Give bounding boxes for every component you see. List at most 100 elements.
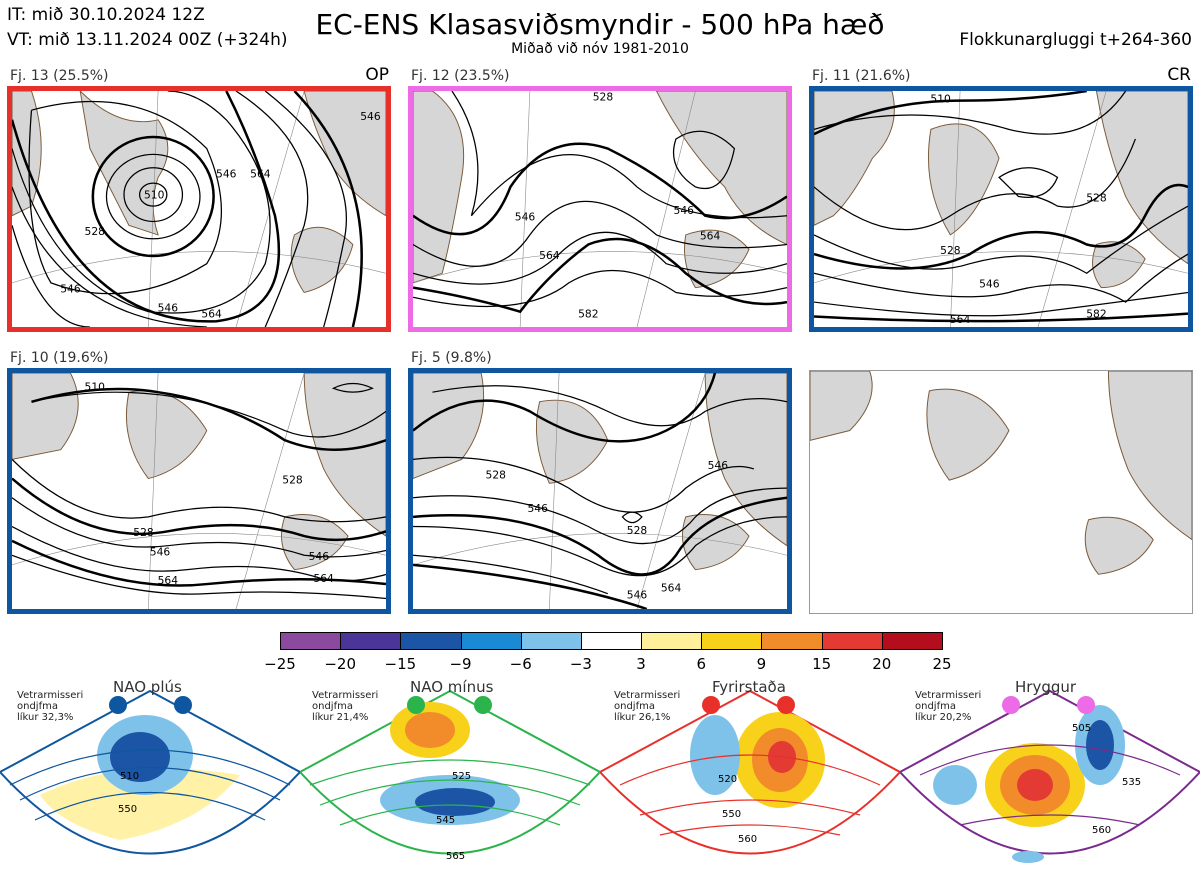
cluster-panel-3: Fj. 11 (21.6%) CR 510 bbox=[809, 65, 1193, 332]
anomaly-colorbar bbox=[280, 632, 943, 650]
cluster-panel-1: Fj. 13 (25.5%) OP bbox=[7, 65, 391, 332]
regime-contour-label: 560 bbox=[1092, 825, 1111, 836]
contour-label: 564 bbox=[539, 249, 560, 262]
regime-contour-label: 505 bbox=[1072, 723, 1091, 734]
regime-contour-label: 545 bbox=[436, 815, 455, 826]
contour-label: 528 bbox=[940, 244, 961, 257]
colorbar-tick-label: −9 bbox=[449, 655, 472, 673]
colorbar-tick-label: 3 bbox=[636, 655, 646, 673]
colorbar-segment bbox=[280, 632, 342, 650]
empty-base-map bbox=[809, 370, 1193, 614]
regime-map: 505 535 560 bbox=[900, 689, 1200, 863]
cluster-map: 510 528 528 546 564 546 564 bbox=[7, 368, 391, 614]
regime-name: NAO plús bbox=[113, 678, 182, 696]
page-title: EC-ENS Klasasviðsmyndir - 500 hPa hæð bbox=[315, 8, 885, 41]
contour-label: 546 bbox=[515, 211, 536, 224]
contour-label: 510 bbox=[144, 189, 165, 202]
regime-contour-label: 550 bbox=[722, 809, 741, 820]
cluster-label: Fj. 13 (25.5%) bbox=[10, 68, 109, 84]
contour-label: 564 bbox=[950, 313, 971, 326]
contour-map: 528 546 528 546 564 546 bbox=[413, 373, 787, 609]
valid-time: VT: mið 13.11.2024 00Z (+324h) bbox=[7, 30, 288, 50]
colorbar-tick-label: −20 bbox=[324, 655, 356, 673]
colorbar-segment bbox=[881, 632, 943, 650]
colorbar-tick-label: 9 bbox=[756, 655, 767, 673]
colorbar-tick-label: −15 bbox=[384, 655, 417, 673]
contour-map: 510 528 546 528 564 582 bbox=[814, 91, 1188, 327]
contour-label: 564 bbox=[700, 230, 721, 243]
regime-probability: Vetrarmisseri ondjfma líkur 21,4% bbox=[312, 690, 379, 723]
page-subtitle: Miðað við nóv 1981-2010 bbox=[511, 41, 689, 57]
colorbar-tick-label: −3 bbox=[569, 655, 592, 673]
contour-label: 528 bbox=[593, 91, 614, 104]
regime-contour-label: 560 bbox=[738, 834, 757, 845]
regime-map: 520 550 560 bbox=[600, 689, 900, 855]
regime-ridge: 505 535 560 bbox=[900, 675, 1200, 871]
contour-label: 546 bbox=[674, 204, 695, 217]
contour-label: 582 bbox=[578, 307, 598, 320]
cluster-tag: OP bbox=[365, 65, 389, 85]
contour-label: 564 bbox=[313, 572, 334, 585]
colorbar-tick-label: 15 bbox=[812, 655, 832, 673]
classification-window: Flokkunargluggi t+264-360 bbox=[959, 30, 1192, 50]
cluster-panel-5: Fj. 5 (9.8%) 528 bbox=[408, 350, 792, 614]
cluster-label: Fj. 5 (9.8%) bbox=[411, 350, 492, 366]
cluster-label: Fj. 10 (19.6%) bbox=[10, 350, 109, 366]
contour-label: 546 bbox=[60, 283, 81, 296]
contour-label: 546 bbox=[627, 589, 648, 602]
contour-label: 528 bbox=[85, 225, 106, 238]
contour-label: 546 bbox=[216, 167, 237, 180]
regime-contour-label: 565 bbox=[446, 851, 465, 862]
colorbar-segment bbox=[641, 632, 703, 650]
regime-blocking: 520 550 560 bbox=[600, 675, 900, 871]
cluster-map: 528 546 528 546 564 546 bbox=[408, 368, 792, 614]
contour-label: 546 bbox=[360, 110, 381, 123]
contour-label: 528 bbox=[627, 524, 648, 537]
contour-label: 564 bbox=[661, 582, 682, 595]
regime-name: Hryggur bbox=[1015, 678, 1077, 696]
colorbar-segment bbox=[400, 632, 462, 650]
colorbar-segment bbox=[580, 632, 643, 650]
colorbar-segment bbox=[701, 632, 763, 650]
cluster-panel-2: Fj. 12 (23.5%) 528 546 564 564 bbox=[408, 68, 792, 332]
contour-label: 546 bbox=[150, 545, 171, 558]
cluster-panel-4: Fj. 10 (19.6%) 510 bbox=[7, 350, 391, 614]
contour-label: 546 bbox=[708, 459, 729, 472]
colorbar-tick-label: 6 bbox=[696, 655, 707, 673]
contour-label: 564 bbox=[158, 574, 179, 587]
regime-contour-label: 510 bbox=[120, 771, 139, 782]
regime-nao-minus: 525 545 565 bbox=[300, 675, 600, 871]
regime-name: NAO mínus bbox=[410, 678, 494, 696]
regime-contour-label: 525 bbox=[452, 771, 471, 782]
contour-label: 528 bbox=[133, 526, 154, 539]
colorbar-segment bbox=[520, 632, 582, 650]
initial-time: IT: mið 30.10.2024 12Z bbox=[7, 5, 205, 25]
contour-map: 528 546 564 564 546 582 bbox=[413, 91, 787, 327]
contour-label: 528 bbox=[486, 469, 507, 482]
regime-name: Fyrirstaða bbox=[712, 678, 786, 696]
regime-contour-label: 550 bbox=[118, 804, 137, 815]
regime-probability: Vetrarmisseri ondjfma líkur 26,1% bbox=[614, 690, 681, 723]
regime-contour-label: 535 bbox=[1122, 777, 1141, 788]
cluster-label: Fj. 11 (21.6%) bbox=[812, 68, 911, 84]
colorbar-tick-label: −25 bbox=[264, 655, 296, 673]
contour-label: 546 bbox=[527, 502, 548, 515]
contour-label: 564 bbox=[250, 167, 271, 180]
regime-contour-label: 520 bbox=[718, 774, 737, 785]
colorbar-segment bbox=[340, 632, 402, 650]
regime-probability: Vetrarmisseri ondjfma líkur 32,3% bbox=[17, 690, 84, 723]
contour-label: 528 bbox=[282, 473, 303, 486]
cluster-map: 510 528 546 528 564 582 bbox=[809, 86, 1193, 332]
contour-label: 582 bbox=[1086, 307, 1106, 320]
contour-label: 546 bbox=[158, 302, 179, 315]
regime-nao-plus: 510 550 bbox=[0, 675, 300, 871]
regime-map: 510 550 bbox=[0, 689, 300, 855]
contour-map: 510 528 546 564 546 564 546 546 bbox=[12, 91, 386, 327]
regime-map: 525 545 565 bbox=[300, 689, 600, 862]
cluster-map: 510 528 546 564 546 564 546 546 bbox=[7, 86, 391, 332]
cluster-tag: CR bbox=[1167, 65, 1191, 85]
contour-map: 510 528 528 546 564 546 564 bbox=[12, 373, 386, 609]
cluster-map: 528 546 564 564 546 582 bbox=[408, 86, 792, 332]
contour-label: 546 bbox=[309, 550, 330, 563]
colorbar-segment bbox=[460, 632, 522, 650]
